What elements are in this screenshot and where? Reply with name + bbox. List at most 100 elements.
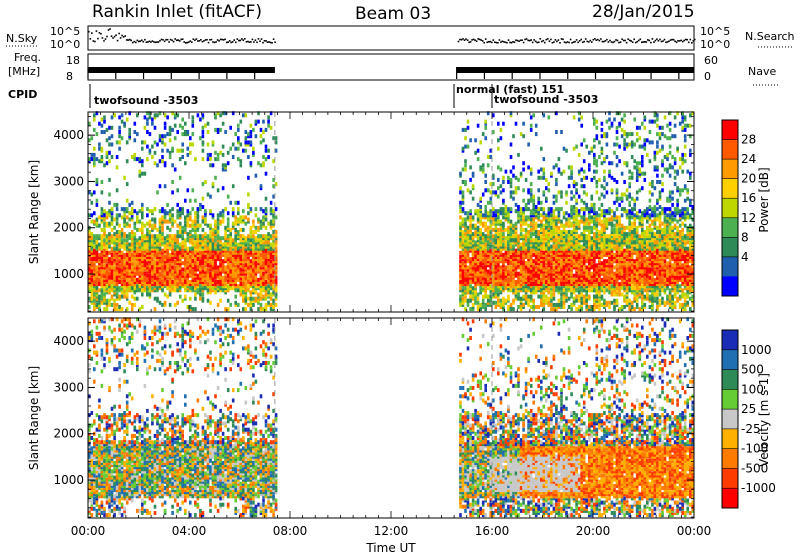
- heatmap-cell: [540, 300, 543, 305]
- heatmap-cell: [128, 223, 131, 228]
- heatmap-cell: [103, 275, 106, 280]
- heatmap-cell: [519, 271, 523, 276]
- heatmap-cell: [577, 242, 581, 247]
- heatmap-cell: [226, 225, 230, 230]
- heatmap-cell: [178, 263, 182, 268]
- heatmap-cell: [474, 150, 477, 155]
- heatmap-cell: [575, 240, 578, 245]
- nsky-point: [556, 40, 558, 43]
- heatmap-cell: [499, 184, 503, 189]
- heatmap-cell: [181, 284, 184, 289]
- heatmap-cell: [486, 188, 490, 193]
- heatmap-cell: [560, 282, 563, 287]
- heatmap-cell: [527, 240, 530, 245]
- heatmap-cell: [259, 277, 263, 282]
- heatmap-cell: [504, 244, 508, 249]
- heatmap-cell: [184, 263, 187, 268]
- heatmap-cell: [100, 255, 104, 259]
- heatmap-cell: [120, 250, 124, 255]
- heatmap-cell: [461, 240, 465, 245]
- heatmap-cell: [206, 259, 210, 264]
- heatmap-cell: [194, 307, 197, 312]
- heatmap-cell: [247, 284, 250, 289]
- heatmap-cell: [466, 119, 470, 124]
- heatmap-cell: [459, 232, 462, 237]
- heatmap-cell: [572, 284, 576, 289]
- heatmap-cell: [254, 277, 258, 282]
- heatmap-cell: [125, 159, 129, 164]
- heatmap-cell: [264, 209, 268, 214]
- heatmap-cell: [130, 259, 134, 264]
- heatmap-cell: [274, 257, 278, 262]
- heatmap-cell: [552, 223, 556, 228]
- heatmap-cell: [148, 267, 152, 272]
- heatmap-cell: [555, 265, 558, 270]
- heatmap-cell: [249, 250, 253, 255]
- heatmap-cell: [209, 157, 212, 162]
- heatmap-cell: [529, 294, 533, 299]
- heatmap-cell: [540, 255, 543, 259]
- heatmap-cell: [517, 259, 520, 264]
- nsky-point: [478, 38, 481, 41]
- heatmap-cell: [110, 155, 114, 159]
- heatmap-cell: [191, 227, 195, 232]
- heatmap-cell: [534, 234, 538, 239]
- heatmap-cell: [267, 263, 270, 268]
- heatmap-cell: [161, 302, 164, 307]
- nsky-point: [465, 38, 467, 40]
- heatmap-cell: [141, 267, 144, 272]
- nsky-point: [575, 39, 578, 41]
- heatmap-cell: [509, 207, 513, 212]
- heatmap-cell: [130, 200, 134, 205]
- heatmap-cell: [529, 232, 533, 237]
- nsky-point: [545, 38, 548, 41]
- heatmap-cell: [492, 255, 495, 259]
- heatmap-cell: [537, 215, 540, 220]
- heatmap-cell: [196, 284, 200, 289]
- heatmap-cell: [476, 257, 480, 262]
- heatmap-cell: [216, 267, 220, 272]
- heatmap-cell: [469, 284, 472, 289]
- heatmap-cell: [274, 282, 278, 287]
- heatmap-cell: [100, 288, 104, 293]
- nsky-point: [578, 40, 581, 42]
- heatmap-cell: [95, 242, 99, 247]
- heatmap-cell: [545, 196, 548, 201]
- heatmap-cell: [524, 284, 528, 289]
- heatmap-cell: [479, 196, 482, 201]
- heatmap-cell: [555, 269, 558, 274]
- heatmap-cell: [123, 275, 126, 280]
- heatmap-cell: [259, 219, 263, 224]
- heatmap-cell: [146, 255, 149, 259]
- heatmap-cell: [272, 269, 275, 274]
- heatmap-cell: [161, 267, 164, 272]
- heatmap-cell: [529, 296, 533, 301]
- heatmap-cell: [577, 111, 581, 116]
- heatmap-cell: [512, 265, 515, 270]
- heatmap-cell: [171, 244, 174, 249]
- heatmap-cell: [166, 219, 169, 224]
- heatmap-cell: [524, 234, 528, 239]
- heatmap-cell: [234, 277, 237, 282]
- nsky-point: [595, 39, 598, 41]
- heatmap-cell: [125, 198, 129, 203]
- heatmap-cell: [502, 234, 505, 239]
- heatmap-cell: [565, 269, 568, 274]
- heatmap-cell: [494, 282, 498, 287]
- heatmap-cell: [582, 269, 586, 274]
- heatmap-cell: [257, 242, 260, 247]
- heatmap-cell: [231, 184, 235, 189]
- heatmap-cell: [522, 302, 525, 307]
- heatmap-cell: [471, 238, 475, 243]
- heatmap-cell: [486, 300, 490, 305]
- heatmap-cell: [262, 242, 265, 247]
- heatmap-cell: [529, 255, 533, 259]
- heatmap-cell: [524, 275, 528, 280]
- heatmap-cell: [582, 277, 586, 282]
- heatmap-cell: [479, 288, 482, 293]
- heatmap-cell: [532, 232, 535, 237]
- heatmap-cell: [542, 175, 546, 180]
- heatmap-cell: [158, 221, 162, 226]
- heatmap-cell: [547, 182, 551, 187]
- heatmap-cell: [118, 242, 121, 247]
